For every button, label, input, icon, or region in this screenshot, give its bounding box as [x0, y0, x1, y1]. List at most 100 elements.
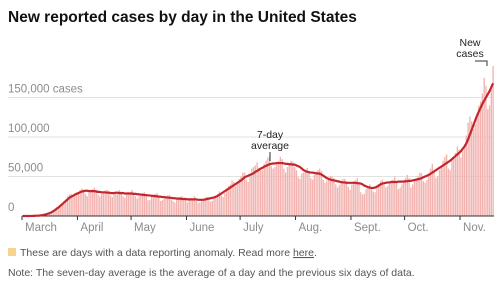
bar — [209, 201, 212, 216]
bar — [91, 189, 94, 216]
y-tick-label: 100,000 — [8, 123, 50, 135]
bar — [150, 197, 153, 216]
bar — [256, 162, 258, 216]
bar — [465, 135, 467, 216]
bar — [109, 195, 112, 216]
bar — [172, 200, 174, 216]
bar — [283, 168, 285, 216]
bar — [249, 174, 251, 216]
bar — [474, 124, 476, 216]
bar — [338, 185, 341, 216]
bar — [159, 200, 162, 216]
bar — [220, 195, 223, 216]
bar — [104, 190, 106, 216]
bar — [356, 178, 358, 216]
bar — [133, 193, 135, 216]
bar — [267, 157, 269, 216]
bar — [142, 193, 144, 216]
annotation-line — [475, 60, 488, 66]
anomaly-note-text: These are days with a data reporting ano… — [20, 247, 293, 259]
bar — [428, 174, 430, 216]
bar — [251, 168, 253, 216]
bar — [57, 206, 60, 216]
bar — [177, 199, 180, 216]
bar — [440, 167, 442, 216]
bar — [454, 152, 457, 216]
bar — [183, 197, 185, 216]
bar — [118, 189, 121, 216]
bar — [276, 162, 278, 216]
bar — [195, 200, 197, 216]
bar — [490, 89, 492, 216]
bar — [295, 170, 298, 216]
bar — [174, 202, 176, 216]
series-label: New cases — [456, 37, 483, 60]
bar — [97, 194, 99, 216]
bar — [331, 176, 333, 216]
bar — [481, 93, 484, 216]
bar — [263, 163, 265, 216]
bar — [286, 167, 289, 216]
bar — [50, 212, 53, 216]
bar — [327, 178, 330, 216]
bar — [131, 189, 133, 216]
read-more-link[interactable]: here — [293, 247, 314, 259]
bar — [302, 172, 305, 216]
bar — [147, 200, 149, 216]
bar — [342, 178, 344, 216]
bar — [281, 159, 283, 216]
bar — [193, 196, 196, 216]
bar — [108, 190, 110, 216]
bar — [81, 188, 83, 216]
bar — [369, 184, 371, 216]
bar — [390, 180, 392, 216]
bar — [311, 179, 314, 216]
bar — [234, 185, 237, 216]
x-tick-label: Oct. — [408, 222, 429, 234]
bar — [161, 200, 164, 216]
bar — [224, 193, 226, 216]
bar — [261, 170, 264, 216]
bar — [122, 196, 124, 216]
bar — [106, 189, 108, 216]
bar — [70, 193, 72, 216]
bar — [381, 179, 383, 216]
bar — [74, 195, 76, 216]
bar — [242, 172, 244, 216]
bar — [308, 171, 310, 216]
bar — [229, 184, 231, 216]
bar — [431, 163, 433, 216]
bar — [252, 167, 255, 216]
bar — [213, 197, 215, 216]
bar — [344, 178, 346, 216]
bar — [245, 179, 248, 216]
bar — [186, 202, 189, 216]
bar — [154, 193, 156, 216]
bar — [324, 182, 326, 216]
bar — [136, 198, 138, 216]
bar — [304, 170, 307, 216]
anomaly-note: These are days with a data reporting ano… — [20, 247, 317, 259]
bar — [156, 193, 158, 216]
bar — [301, 173, 303, 216]
bar — [445, 154, 448, 216]
bar — [335, 184, 337, 216]
bar — [456, 146, 459, 216]
bar — [315, 171, 317, 216]
bar — [394, 176, 396, 216]
bar — [218, 191, 221, 216]
bar — [56, 207, 58, 216]
bar — [111, 197, 113, 216]
x-tick-label: April — [80, 222, 103, 234]
bar — [158, 197, 160, 216]
bar — [170, 199, 172, 216]
bar — [201, 200, 203, 216]
bar — [392, 179, 394, 216]
bar — [192, 198, 194, 216]
bar — [483, 77, 485, 216]
bar — [413, 181, 416, 216]
bar — [376, 187, 378, 216]
bar — [403, 182, 405, 216]
bar — [61, 204, 63, 216]
bar — [138, 196, 140, 216]
